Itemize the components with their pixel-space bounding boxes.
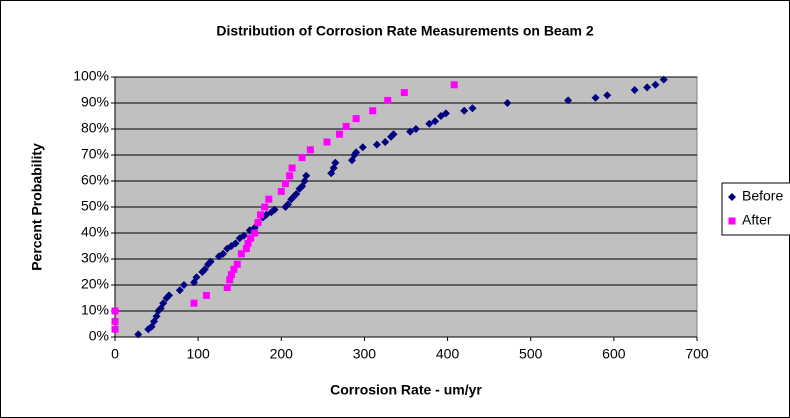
x-axis-label: Corrosion Rate - um/yr: [330, 382, 482, 398]
x-tick-label: 500: [519, 346, 543, 362]
point: [165, 291, 174, 300]
point: [227, 271, 235, 279]
point: [180, 281, 189, 289]
point: [643, 83, 652, 92]
point: [298, 154, 306, 162]
y-tick-label: 50%: [81, 198, 109, 214]
chart-title: Distribution of Corrosion Rate Measureme…: [216, 23, 593, 39]
point: [230, 265, 238, 273]
point: [175, 286, 184, 295]
point: [283, 200, 292, 209]
point: [239, 231, 248, 240]
point: [659, 75, 668, 84]
point: [335, 130, 343, 138]
legend-box: [721, 182, 790, 236]
point: [352, 148, 361, 157]
point: [369, 107, 377, 115]
point: [134, 330, 143, 339]
point: [202, 291, 210, 299]
y-tick-label: 10%: [81, 302, 109, 318]
x-tick-label: 700: [685, 346, 709, 362]
point: [288, 164, 296, 172]
point: [352, 115, 360, 123]
legend-label: Before: [742, 188, 783, 204]
point: [206, 257, 215, 266]
x-tick-label: 600: [602, 346, 626, 362]
point: [450, 81, 458, 89]
point: [244, 239, 252, 247]
point: [192, 273, 201, 282]
point: [342, 122, 350, 130]
point: [257, 211, 264, 219]
y-tick-label: 40%: [81, 224, 109, 240]
point: [265, 195, 273, 203]
y-tick-label: 100%: [73, 68, 109, 84]
point: [251, 229, 259, 237]
point: [630, 86, 639, 94]
point: [219, 249, 228, 258]
point: [358, 143, 367, 152]
point: [242, 245, 250, 253]
legend-label: After: [742, 212, 772, 228]
point: [277, 187, 285, 195]
point: [441, 109, 450, 118]
point: [270, 205, 279, 214]
y-tick-label: 20%: [81, 276, 109, 292]
legend-marker: [728, 217, 736, 225]
point: [603, 91, 612, 100]
x-tick-label: 200: [270, 346, 294, 362]
point: [425, 119, 434, 128]
x-tick-label: 100: [186, 346, 210, 362]
y-tick-label: 60%: [81, 172, 109, 188]
point: [323, 138, 331, 146]
point: [381, 138, 390, 146]
point: [111, 307, 119, 315]
point: [281, 180, 289, 188]
point: [200, 265, 209, 274]
legend-marker: [728, 193, 736, 201]
y-tick-label: 80%: [81, 120, 109, 136]
point: [389, 130, 398, 139]
point: [406, 127, 415, 136]
point: [247, 234, 255, 242]
point: [503, 99, 512, 107]
point: [564, 96, 573, 105]
x-tick-label: 0: [111, 346, 119, 362]
y-tick-label: 90%: [81, 94, 109, 110]
y-tick-label: 30%: [81, 250, 109, 266]
point: [372, 140, 381, 149]
point: [111, 317, 119, 325]
point: [254, 219, 262, 227]
point: [190, 299, 198, 307]
point: [226, 276, 234, 284]
point: [400, 89, 408, 97]
point: [292, 190, 301, 198]
point: [460, 106, 469, 115]
point: [591, 93, 600, 102]
point: [223, 284, 231, 292]
y-axis-label: Percent Probability: [29, 143, 45, 271]
point: [468, 104, 477, 113]
point: [286, 172, 294, 180]
point: [111, 325, 119, 333]
point: [302, 171, 311, 180]
y-tick-label: 70%: [81, 146, 109, 162]
point: [231, 239, 240, 248]
point: [411, 125, 420, 133]
point: [431, 117, 440, 126]
x-tick-label: 400: [436, 346, 460, 362]
point: [233, 260, 241, 268]
point: [331, 158, 340, 167]
point: [651, 80, 660, 89]
point: [159, 299, 168, 308]
point: [261, 203, 269, 211]
point: [306, 146, 314, 154]
y-tick-label: 0%: [89, 328, 109, 344]
point: [384, 96, 392, 104]
x-tick-label: 300: [353, 346, 377, 362]
point: [237, 250, 245, 258]
